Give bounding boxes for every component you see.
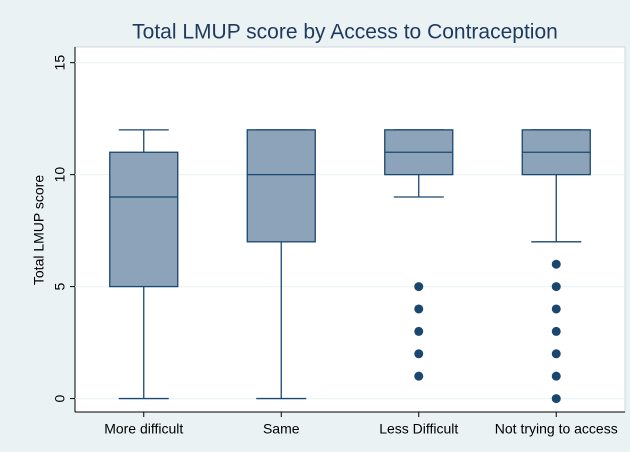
outlier (551, 326, 561, 336)
outlier (551, 304, 561, 314)
outlier (414, 349, 424, 359)
chart-title: Total LMUP score by Access to Contracept… (132, 21, 558, 44)
box (109, 151, 179, 288)
y-tick-label: 0 (52, 394, 68, 402)
y-tick-label: 10 (52, 167, 68, 183)
x-tick-label: Less Difficult (379, 421, 458, 437)
outlier (414, 371, 424, 381)
outlier (414, 282, 424, 292)
x-tick-label: More difficult (104, 421, 183, 437)
outlier (414, 326, 424, 336)
outlier (551, 259, 561, 269)
outlier (551, 282, 561, 292)
x-tick-label: Same (263, 421, 300, 437)
outlier (551, 394, 561, 404)
outlier (551, 371, 561, 381)
x-tick-label: Not trying to access (495, 421, 618, 437)
y-axis-label: Total LMUP score (31, 175, 47, 285)
y-tick-label: 5 (52, 282, 68, 290)
y-tick-label: 15 (52, 55, 68, 71)
outlier (551, 349, 561, 359)
outlier (414, 304, 424, 314)
box (246, 129, 316, 243)
